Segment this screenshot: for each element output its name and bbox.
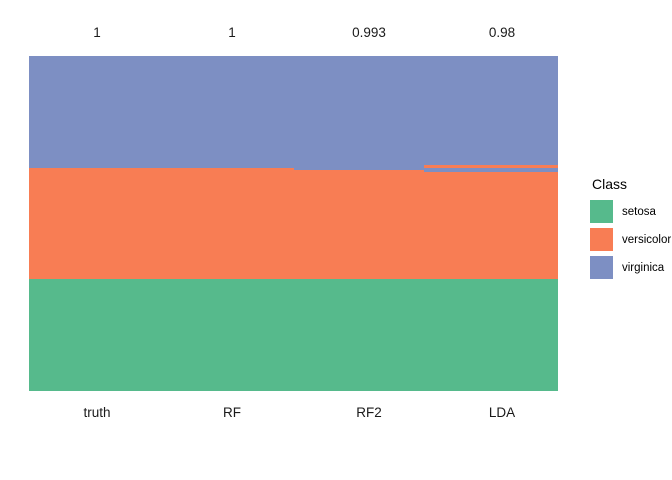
segment-RF-setosa xyxy=(161,279,294,391)
segment-LDA-virginica xyxy=(423,56,558,166)
plot-area xyxy=(29,56,558,391)
segment-truth-virginica xyxy=(29,56,162,168)
accuracy-label-truth: 1 xyxy=(93,25,101,40)
column-truth xyxy=(29,56,162,391)
segment-RF2-setosa xyxy=(293,279,424,391)
legend-label-virginica: virginica xyxy=(622,261,665,274)
legend-swatch-versicolor xyxy=(590,228,613,252)
legend-swatch-setosa xyxy=(590,200,613,224)
legend-item-versicolor: versicolor xyxy=(590,228,672,252)
column-RF xyxy=(161,56,294,391)
legend: Class setosa versicolor virginica xyxy=(590,176,672,280)
legend-swatch-virginica xyxy=(590,256,613,280)
legend-items: setosa versicolor virginica xyxy=(590,200,672,280)
x-axis-label-RF2: RF2 xyxy=(356,405,382,420)
accuracy-label-RF2: 0.993 xyxy=(352,25,386,40)
accuracy-label-RF: 1 xyxy=(228,25,236,40)
legend-item-setosa: setosa xyxy=(590,200,671,224)
segment-RF2-virginica xyxy=(293,56,424,170)
segment-LDA-setosa xyxy=(423,279,558,391)
segment-LDA-versicolor xyxy=(423,172,558,280)
accuracy-label-LDA: 0.98 xyxy=(488,25,516,40)
segment-truth-versicolor xyxy=(29,167,162,280)
x-axis-label-RF: RF xyxy=(223,405,241,420)
column-LDA xyxy=(423,56,558,391)
x-axis-label-LDA: LDA xyxy=(488,405,516,420)
legend-title: Class xyxy=(592,176,628,192)
segment-truth-setosa xyxy=(29,279,162,391)
legend-item-virginica: virginica xyxy=(590,256,671,280)
segment-LDA-virginica xyxy=(423,167,558,173)
segment-RF-versicolor xyxy=(161,167,294,280)
legend-label-versicolor: versicolor xyxy=(622,233,672,246)
segment-LDA-versicolor xyxy=(423,165,558,168)
column-RF2 xyxy=(293,56,424,391)
legend-label-setosa: setosa xyxy=(622,205,656,218)
x-axis-label-truth: truth xyxy=(83,405,111,420)
segment-RF-virginica xyxy=(161,56,294,168)
segment-RF2-versicolor xyxy=(293,169,424,280)
